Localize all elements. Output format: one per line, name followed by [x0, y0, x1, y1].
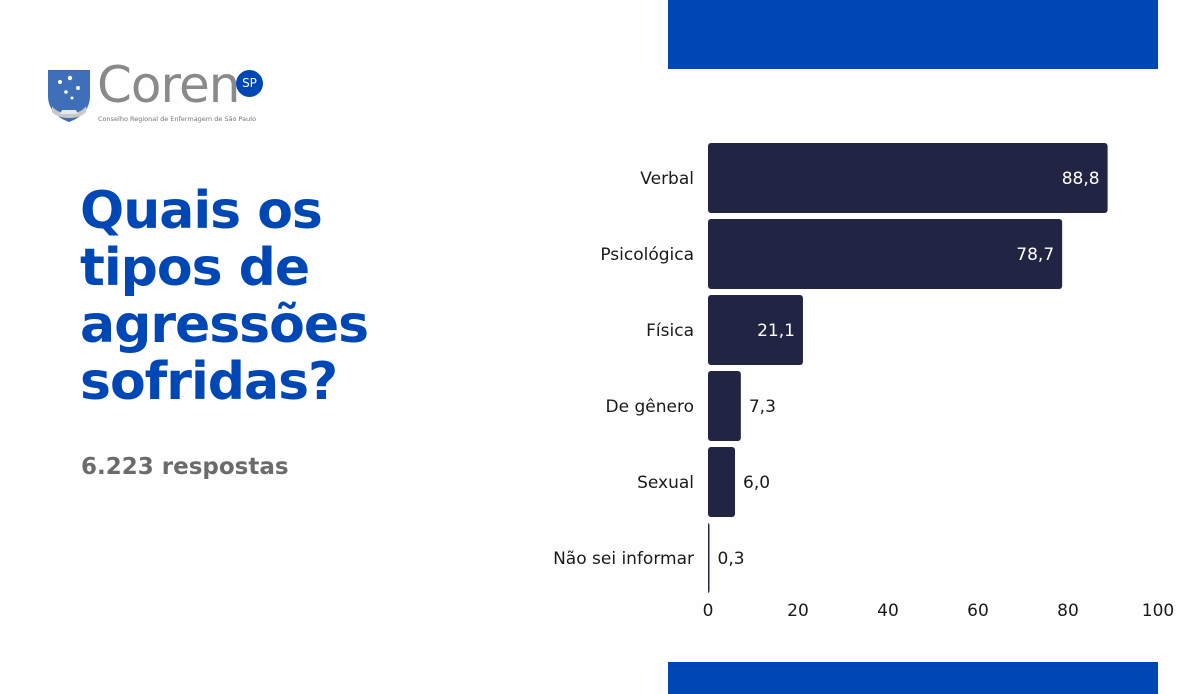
data-label: 6,0: [743, 473, 770, 493]
bar: [708, 523, 710, 593]
category-label: Sexual: [637, 473, 694, 493]
category-label: De gênero: [606, 397, 694, 417]
data-label: 7,3: [749, 397, 776, 417]
responses-count: 6.223 respostas: [81, 454, 289, 480]
x-tick-label: 20: [787, 601, 809, 621]
page-title: Quais os tipos de agressões sofridas?: [80, 183, 500, 411]
bottom-accent-bar: [668, 662, 1158, 694]
data-label: 21,1: [757, 321, 795, 341]
bar: [708, 295, 803, 365]
category-label: Verbal: [640, 169, 694, 189]
x-tick-label: 0: [703, 601, 714, 621]
title-line: tipos de: [80, 238, 310, 298]
bar: [708, 447, 735, 517]
category-label: Psicológica: [600, 245, 694, 265]
bar: [708, 371, 741, 441]
x-tick-label: 100: [1142, 601, 1174, 621]
category-label: Não sei informar: [553, 549, 694, 569]
x-tick-label: 60: [967, 601, 989, 621]
data-label: 78,7: [1016, 245, 1054, 265]
data-label: 88,8: [1062, 169, 1100, 189]
title-line: agressões: [80, 295, 369, 355]
bar: [708, 143, 1108, 213]
top-accent-bar: [668, 0, 1158, 69]
shield-stars-icon: [48, 70, 90, 122]
logo-badge: SP: [236, 70, 263, 97]
category-label: Física: [646, 321, 694, 341]
data-label: 0,3: [718, 549, 745, 569]
title-line: sofridas?: [80, 352, 338, 412]
x-tick-label: 80: [1057, 601, 1079, 621]
logo-name: Coren: [97, 56, 240, 114]
logo-tagline: Conselho Regional de Enfermagem de São P…: [98, 115, 257, 123]
bar: [708, 219, 1063, 289]
title-line: Quais os: [80, 181, 323, 241]
x-tick-label: 40: [877, 601, 899, 621]
